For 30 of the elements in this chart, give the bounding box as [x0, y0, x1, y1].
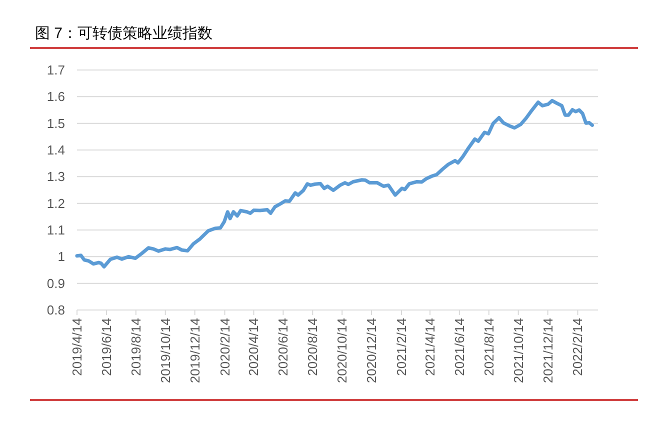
y-tick-label: 1.4 — [46, 142, 65, 158]
x-tick-label: 2022/2/14 — [570, 318, 586, 376]
y-tick-label: 1.1 — [46, 222, 65, 238]
x-tick-label: 2021/4/14 — [422, 318, 438, 376]
x-tick-label: 2019/10/14 — [158, 318, 173, 384]
x-tick-label: 2021/10/14 — [510, 318, 526, 384]
y-tick-label: 1.7 — [46, 62, 65, 78]
y-tick-label: 0.9 — [46, 276, 65, 291]
y-tick-label: 1.5 — [46, 116, 65, 131]
y-tick-label: 1.2 — [46, 196, 65, 211]
x-tick-label: 2019/4/14 — [70, 318, 84, 376]
chart-title: 图 7：可转债策略业绩指数 — [35, 25, 213, 42]
x-tick-label: 2021/8/14 — [481, 318, 496, 376]
x-tick-label: 2020/4/14 — [246, 318, 262, 376]
x-tick-label: 2020/12/14 — [364, 318, 380, 384]
x-tick-label: 2020/8/14 — [305, 318, 320, 376]
x-tick-label: 2021/12/14 — [540, 318, 556, 384]
y-tick-label: 0.8 — [46, 302, 65, 318]
x-tick-label: 2019/8/14 — [128, 318, 144, 376]
x-tick-label: 2019/6/14 — [98, 318, 114, 376]
y-tick-label: 1 — [58, 249, 65, 264]
line-series — [75, 98, 594, 269]
y-tick-label: 1.6 — [46, 89, 65, 104]
x-tick-label: 2019/12/14 — [187, 318, 202, 384]
x-tick-label: 2020/6/14 — [276, 318, 291, 376]
x-tick-label: 2021/6/14 — [452, 318, 467, 376]
y-tick-label: 1.3 — [46, 169, 65, 184]
x-tick-label: 2021/2/14 — [394, 318, 409, 376]
x-tick-label: 2020/2/14 — [217, 318, 232, 376]
x-tick-label: 2020/10/14 — [334, 318, 350, 384]
